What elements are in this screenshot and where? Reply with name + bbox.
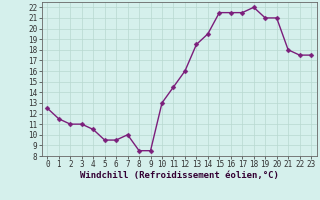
X-axis label: Windchill (Refroidissement éolien,°C): Windchill (Refroidissement éolien,°C) <box>80 171 279 180</box>
